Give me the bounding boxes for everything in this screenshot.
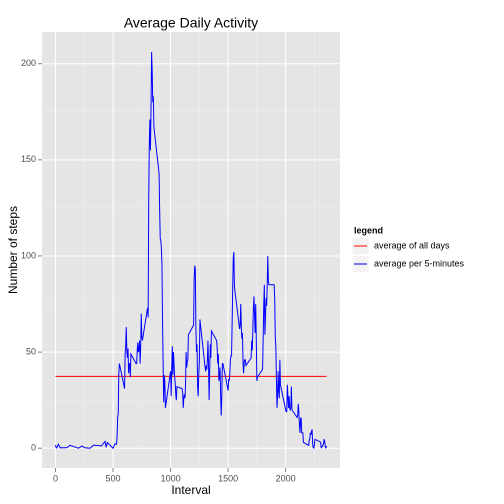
y-axis-title: Number of steps <box>6 206 20 294</box>
y-tick-label: 0 <box>31 443 36 453</box>
x-tick-label: 0 <box>53 473 58 483</box>
x-tick-label: 2000 <box>276 473 296 483</box>
chart-title: Average Daily Activity <box>124 15 258 31</box>
y-tick-label: 100 <box>21 250 36 260</box>
x-axis-title: Interval <box>171 483 210 497</box>
y-tick-label: 150 <box>21 154 36 164</box>
x-tick-label: 1500 <box>218 473 238 483</box>
legend-title: legend <box>354 225 383 235</box>
x-tick-label: 1000 <box>161 473 181 483</box>
legend-label: average per 5-minutes <box>374 258 465 268</box>
panel <box>42 32 340 468</box>
y-tick-label: 200 <box>21 58 36 68</box>
x-tick-label: 500 <box>106 473 121 483</box>
y-tick-label: 50 <box>26 346 36 356</box>
legend-label: average of all days <box>374 240 450 250</box>
series-line <box>55 52 327 450</box>
